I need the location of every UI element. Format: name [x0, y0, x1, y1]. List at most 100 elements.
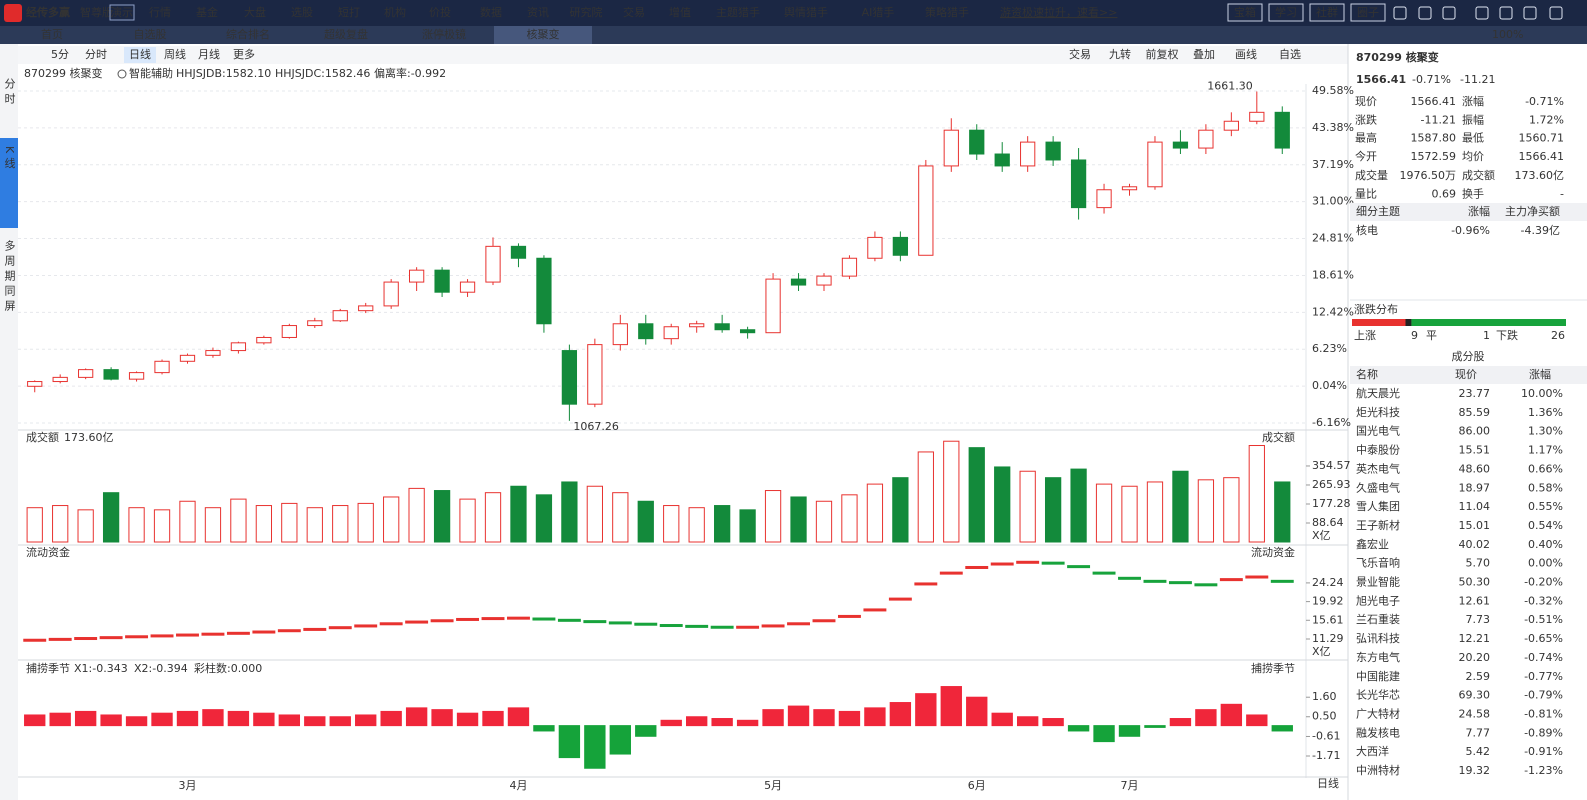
assist[interactable]: 智能辅助: [129, 66, 173, 80]
nav-button[interactable]: 宝箱: [1234, 5, 1256, 19]
side-tab[interactable]: 多周期同屏: [3, 239, 16, 315]
tab[interactable]: 核聚变: [527, 27, 560, 41]
bar: [940, 686, 962, 727]
toolbar-item[interactable]: 月线: [198, 47, 220, 61]
y-tick-label: 24.24: [1312, 576, 1344, 589]
flow-dash: [456, 617, 480, 621]
component-cell[interactable]: 国光电气: [1356, 424, 1400, 438]
toolbar-item[interactable]: 叠加: [1193, 48, 1215, 61]
candle-body: [332, 310, 348, 322]
quote-label: 量比: [1355, 188, 1377, 201]
menu-item[interactable]: 短打: [338, 5, 360, 19]
candle-body: [1198, 129, 1214, 149]
bar: [612, 492, 629, 543]
component-cell[interactable]: 东方电气: [1356, 650, 1400, 664]
theme-cell[interactable]: 核电: [1356, 223, 1378, 237]
assist-icon[interactable]: [117, 69, 127, 79]
component-cell[interactable]: 广大特材: [1356, 706, 1400, 720]
bar: [584, 725, 606, 769]
component-cell[interactable]: 景业智能: [1356, 575, 1400, 589]
toolbar-item[interactable]: 九转: [1109, 47, 1131, 61]
bar: [991, 712, 1013, 727]
menu-item[interactable]: 行情: [149, 6, 171, 19]
toolbar-item[interactable]: 交易: [1069, 47, 1091, 61]
window-icon[interactable]: [1475, 6, 1489, 20]
candle-body: [230, 342, 247, 352]
tab[interactable]: 超级复盘: [324, 27, 368, 41]
menu-item[interactable]: 研究院: [570, 5, 603, 19]
bar: [609, 725, 631, 755]
component-cell[interactable]: 中泰股份: [1356, 443, 1400, 457]
nav-button[interactable]: 社群: [1316, 5, 1338, 19]
menu-item[interactable]: 基金: [196, 5, 218, 19]
toolbar-item[interactable]: 周线: [164, 47, 186, 61]
bar: [306, 507, 323, 543]
window-icon[interactable]: [1393, 6, 1407, 20]
menu-item[interactable]: 舆情猎手: [784, 5, 828, 19]
component-cell[interactable]: 中洲特材: [1356, 763, 1400, 777]
menu-item[interactable]: 价投: [429, 5, 451, 19]
quote-value: 1566.41: [1411, 95, 1457, 108]
flow-dash: [761, 624, 785, 628]
component-cell[interactable]: 英杰电气: [1356, 461, 1400, 475]
window-icon[interactable]: [1499, 6, 1513, 20]
menu-item[interactable]: 增值: [669, 5, 691, 19]
component-cell[interactable]: 兰石重装: [1356, 612, 1400, 626]
nav-button[interactable]: 圈子: [1357, 6, 1379, 19]
flow-dash: [1016, 560, 1040, 564]
toolbar-item[interactable]: 前复权: [1146, 47, 1179, 61]
menu-item[interactable]: 大盘: [244, 5, 266, 19]
nav-button[interactable]: 学习: [1275, 5, 1297, 19]
component-cell[interactable]: 飞乐音响: [1356, 556, 1400, 570]
window-icon[interactable]: [1523, 6, 1537, 20]
menu-item[interactable]: 机构: [384, 5, 406, 19]
quote-label: 最高: [1355, 131, 1377, 145]
toolbar-item[interactable]: 分时: [85, 48, 107, 61]
toolbar-item[interactable]: 更多: [233, 47, 255, 61]
window-icon[interactable]: [1442, 6, 1456, 20]
menu-item[interactable]: 选股: [291, 6, 313, 19]
menu-item[interactable]: 资讯: [527, 6, 549, 19]
component-cell: 0.40%: [1528, 538, 1563, 551]
tab[interactable]: 自选股: [134, 28, 167, 41]
menu-item[interactable]: 交易: [623, 5, 645, 19]
flow-dash: [277, 629, 301, 633]
menu-item[interactable]: 主题猎手: [716, 5, 760, 19]
menu-item[interactable]: 策略猎手: [925, 5, 969, 19]
toolbar-item[interactable]: 日线: [129, 47, 151, 61]
tab[interactable]: 涨停极镜: [422, 27, 466, 41]
component-cell[interactable]: 航天晨光: [1356, 386, 1400, 400]
flow-dash: [125, 635, 149, 639]
bar: [255, 505, 273, 543]
panel-right-title: 流动资金: [1251, 545, 1295, 559]
side-tab[interactable]: 分时: [3, 78, 16, 108]
bar: [1246, 714, 1268, 727]
menu-item[interactable]: 数据: [480, 5, 502, 19]
window-icon[interactable]: [1549, 6, 1563, 20]
component-cell[interactable]: 弘讯科技: [1356, 631, 1400, 645]
component-cell[interactable]: 鑫宏业: [1356, 537, 1389, 551]
candle-body: [1045, 141, 1061, 161]
promo[interactable]: 游资极速拉升，速看>>: [1000, 5, 1117, 19]
toolbar-item[interactable]: 自选: [1279, 48, 1301, 61]
component-cell: 5.70: [1466, 557, 1491, 570]
component-cell[interactable]: 大西洋: [1356, 744, 1389, 758]
component-cell[interactable]: 长光华芯: [1356, 688, 1400, 702]
component-cell[interactable]: 旭光电子: [1356, 593, 1400, 607]
component-cell[interactable]: 王子新材: [1356, 518, 1400, 532]
side-tab[interactable]: K线: [3, 146, 16, 172]
component-cell[interactable]: 炬光科技: [1356, 405, 1400, 419]
menu-item[interactable]: AI猎手: [862, 5, 895, 19]
component-cell[interactable]: 中国能建: [1356, 669, 1400, 683]
tab[interactable]: 首页: [41, 27, 63, 41]
component-cell[interactable]: 雪人集团: [1356, 499, 1400, 513]
window-icon[interactable]: [1418, 6, 1432, 20]
toolbar-item[interactable]: 5分: [51, 48, 69, 61]
bar: [943, 440, 960, 543]
tab[interactable]: 综合排名: [226, 27, 270, 41]
bar: [1121, 485, 1138, 543]
component-cell[interactable]: 融发核电: [1356, 725, 1400, 739]
component-cell[interactable]: 久盛电气: [1356, 480, 1400, 494]
y-tick-label: -6.16%: [1312, 416, 1351, 429]
toolbar-item[interactable]: 画线: [1235, 47, 1257, 61]
